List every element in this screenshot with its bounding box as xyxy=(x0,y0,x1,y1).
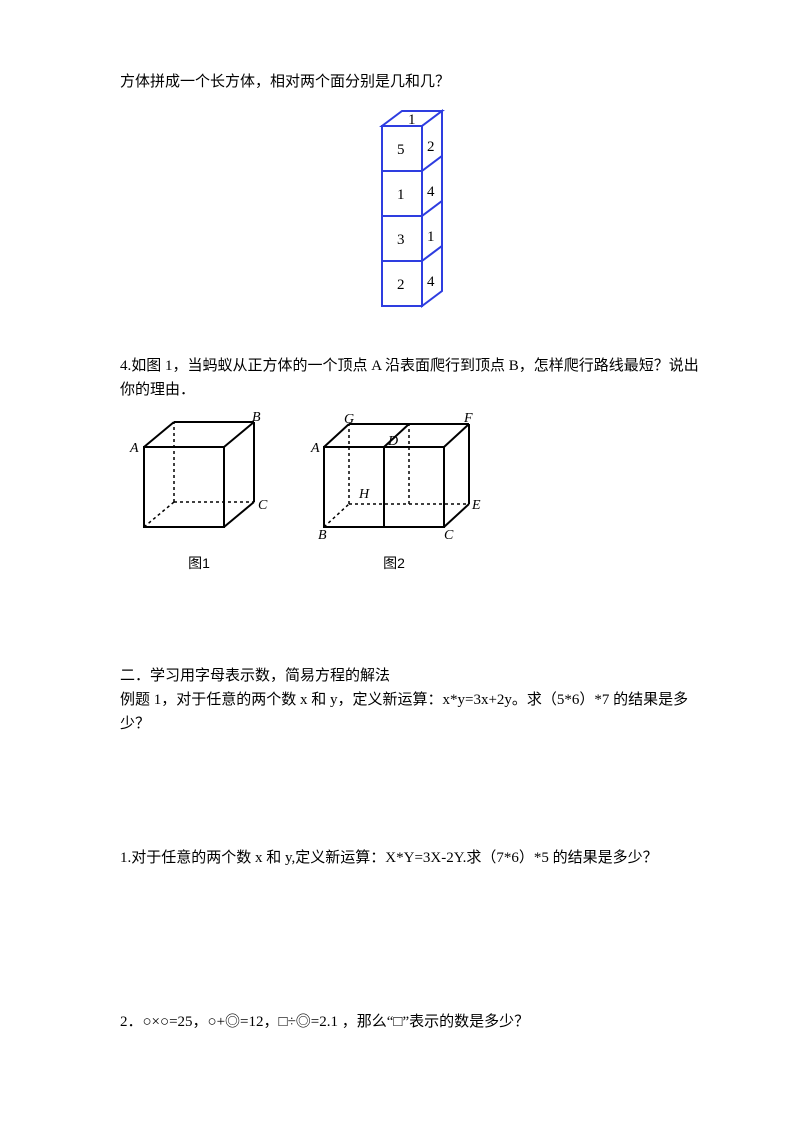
figure-1: A B C 图1 xyxy=(124,412,274,574)
fig2-caption: 图2 xyxy=(304,552,484,574)
svg-text:5: 5 xyxy=(397,142,405,158)
question-intro: 方体拼成一个长方体，相对两个面分别是几和几？ xyxy=(120,70,700,94)
svg-text:2: 2 xyxy=(397,277,405,293)
svg-text:D: D xyxy=(387,434,398,449)
stack-front-col: 5 1 3 2 xyxy=(382,126,422,306)
example-1: 例题 1，对于任意的两个数 x 和 y，定义新运算：x*y=3x+2y。求（5*… xyxy=(120,688,700,736)
svg-text:H: H xyxy=(358,487,370,502)
svg-text:4: 4 xyxy=(427,184,435,200)
svg-text:G: G xyxy=(344,412,354,427)
svg-text:B: B xyxy=(252,412,261,425)
section-2-title: 二．学习用字母表示数，简易方程的解法 xyxy=(120,664,700,688)
svg-text:F: F xyxy=(463,412,473,426)
svg-text:1: 1 xyxy=(397,187,405,203)
svg-text:C: C xyxy=(444,528,454,542)
svg-text:A: A xyxy=(310,441,320,456)
svg-text:C: C xyxy=(258,498,268,513)
page-root: 方体拼成一个长方体，相对两个面分别是几和几？ 1 2 4 1 4 5 xyxy=(0,0,800,1074)
svg-text:E: E xyxy=(471,498,481,513)
problem-2: 2．○×○=25，○+◎=12，□÷◎=2.1 ，那么“□”表示的数是多少？ xyxy=(120,1010,700,1034)
problem-1: 1.对于任意的两个数 x 和 y,定义新运算：X*Y=3X-2Y.求（7*6）*… xyxy=(120,846,700,870)
svg-text:2: 2 xyxy=(427,139,435,155)
svg-text:B: B xyxy=(318,528,327,542)
stacked-cube-figure: 1 2 4 1 4 5 1 3 2 xyxy=(120,106,700,324)
svg-text:4: 4 xyxy=(427,274,435,290)
question-4: 4.如图 1，当蚂蚁从正方体的一个顶点 A 沿表面爬行到顶点 B，怎样爬行路线最… xyxy=(120,354,700,402)
svg-text:A: A xyxy=(129,441,139,456)
svg-text:1: 1 xyxy=(427,229,435,245)
figure-2: A G D F E C B H 图2 xyxy=(304,412,484,574)
svg-text:3: 3 xyxy=(397,232,405,248)
figure-row: A B C 图1 xyxy=(124,412,700,574)
fig1-caption: 图1 xyxy=(124,552,274,574)
stack-right-col: 2 4 1 4 xyxy=(422,111,442,306)
